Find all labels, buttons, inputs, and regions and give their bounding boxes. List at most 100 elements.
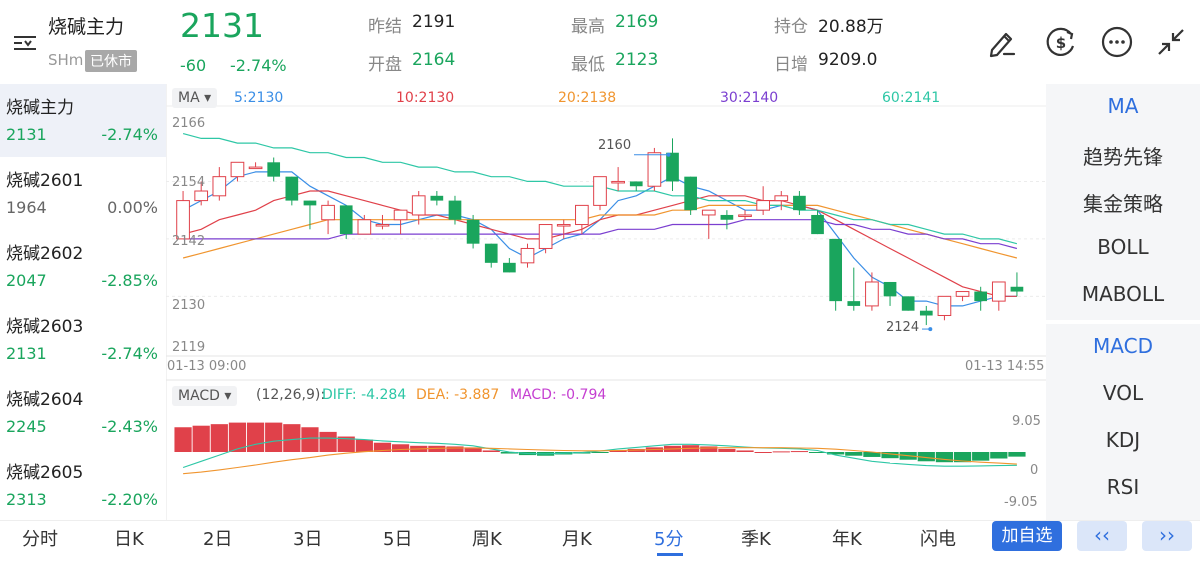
indicator-kdj[interactable]: KDJ bbox=[1105, 428, 1141, 452]
list-item[interactable]: 烧碱2604 2245 -2.43% bbox=[0, 376, 166, 449]
next-button[interactable]: ›› bbox=[1142, 521, 1192, 551]
candle-body bbox=[357, 219, 372, 235]
x-start-label: 01-13 09:00 bbox=[167, 359, 247, 374]
candle-body bbox=[756, 200, 770, 211]
list-item-name: 烧碱2601 bbox=[6, 171, 84, 191]
open-interest-value: 20.88万 bbox=[818, 17, 884, 37]
candle-body bbox=[720, 214, 734, 220]
prev-close-value: 2191 bbox=[412, 12, 456, 32]
candle-body bbox=[375, 224, 390, 227]
indicator-macd[interactable]: MACD bbox=[1093, 334, 1153, 358]
tab-5min[interactable]: 5分 bbox=[654, 529, 684, 550]
collapse-icon[interactable] bbox=[1153, 24, 1189, 60]
add-watchlist-button[interactable]: 加自选 bbox=[992, 521, 1062, 551]
macd-bar bbox=[754, 452, 772, 453]
macd-indicator-selector[interactable]: MACD ▾ bbox=[172, 386, 238, 406]
macd-bar bbox=[953, 452, 972, 463]
currency-icon[interactable]: $ bbox=[1043, 24, 1079, 60]
candle-body bbox=[411, 195, 426, 216]
candle-body bbox=[321, 204, 335, 221]
indicator-vol[interactable]: VOL bbox=[1102, 381, 1144, 405]
macd-bar bbox=[500, 452, 518, 454]
macd-bar bbox=[265, 422, 283, 452]
list-item[interactable]: 烧碱2603 2131 -2.74% bbox=[0, 303, 166, 376]
macd-bar bbox=[881, 452, 899, 459]
low-marker-dot bbox=[928, 327, 933, 332]
indicator-boll[interactable]: BOLL bbox=[1097, 235, 1149, 259]
candle-body bbox=[629, 181, 643, 187]
list-item[interactable]: 烧碱2605 2313 -2.20% bbox=[0, 449, 166, 522]
ma10-label: 10:2130 bbox=[396, 90, 455, 106]
draw-icon[interactable] bbox=[984, 24, 1020, 60]
macd-bar bbox=[355, 439, 373, 452]
candle-body bbox=[538, 224, 553, 249]
indicator-strategy[interactable]: 集金策略 bbox=[1083, 192, 1163, 216]
macd-bar bbox=[591, 452, 609, 453]
y-tick-label: 2119 bbox=[172, 340, 206, 355]
list-item-pct: -2.85% bbox=[101, 271, 158, 290]
macd-bar bbox=[319, 431, 337, 452]
price-change: -60 bbox=[180, 56, 207, 75]
candle-body bbox=[1010, 286, 1024, 292]
candle-body bbox=[593, 176, 607, 206]
list-item[interactable]: 烧碱2601 1964 0.00% bbox=[0, 157, 166, 230]
macd-bar bbox=[609, 450, 627, 452]
dea-line bbox=[183, 447, 1017, 475]
tab-intraday[interactable]: 分时 bbox=[22, 529, 58, 550]
menu-icon[interactable] bbox=[12, 30, 38, 56]
candle-body bbox=[738, 214, 752, 217]
list-item[interactable]: 烧碱主力 2131 -2.74% bbox=[0, 84, 166, 157]
ma30-label: 30:2140 bbox=[720, 90, 779, 106]
candle-body bbox=[647, 152, 662, 187]
candle-body bbox=[991, 281, 1006, 302]
tab-monthly[interactable]: 月K bbox=[562, 529, 592, 550]
candle-body bbox=[937, 295, 952, 316]
indicator-panel: MA 趋势先锋 集金策略 BOLL MABOLL MACD VOL KDJ RS… bbox=[1046, 84, 1200, 520]
prev-button[interactable]: ‹‹ bbox=[1077, 521, 1127, 551]
ma-indicator-selector[interactable]: MA ▾ bbox=[172, 88, 218, 108]
more-icon[interactable] bbox=[1099, 24, 1135, 60]
candle-body bbox=[248, 166, 263, 170]
list-item-pct: 0.00% bbox=[107, 198, 158, 217]
kline-chart[interactable] bbox=[166, 84, 1046, 520]
candle-body bbox=[974, 291, 988, 302]
active-tab-indicator bbox=[657, 553, 683, 556]
candle-body bbox=[267, 162, 281, 177]
macd-bar bbox=[210, 424, 228, 452]
list-item[interactable]: 烧碱2602 2047 -2.85% bbox=[0, 230, 166, 303]
indicator-ma[interactable]: MA bbox=[1107, 94, 1139, 118]
indicator-trend[interactable]: 趋势先锋 bbox=[1083, 145, 1163, 169]
svg-text:$: $ bbox=[1056, 34, 1066, 52]
market-status-badge: 已休市 bbox=[85, 50, 137, 72]
y-tick-label: 2130 bbox=[172, 298, 206, 313]
indicator-rsi[interactable]: RSI bbox=[1106, 475, 1140, 499]
tab-daily[interactable]: 日K bbox=[114, 529, 144, 550]
prev-close-label: 昨结 bbox=[368, 17, 402, 37]
indicator-divider bbox=[1046, 320, 1200, 324]
contract-list: 烧碱主力 2131 -2.74% 烧碱2601 1964 0.00% 烧碱260… bbox=[0, 84, 166, 520]
tab-yearly[interactable]: 年K bbox=[832, 529, 862, 550]
tab-2day[interactable]: 2日 bbox=[203, 529, 233, 550]
macd-params: (12,26,9): bbox=[256, 387, 326, 403]
tab-weekly[interactable]: 周K bbox=[472, 529, 502, 550]
candle-body bbox=[883, 281, 897, 297]
tab-5day[interactable]: 5日 bbox=[383, 529, 413, 550]
candle-body bbox=[919, 310, 933, 316]
high-label: 最高 bbox=[571, 17, 605, 37]
y-tick-label: 2166 bbox=[172, 116, 206, 131]
tab-quarterly[interactable]: 季K bbox=[741, 529, 771, 550]
indicator-maboll[interactable]: MABOLL bbox=[1081, 282, 1165, 306]
ma60-label: 60:2141 bbox=[882, 90, 941, 106]
ma30-line bbox=[183, 219, 1018, 250]
candle-body bbox=[448, 200, 462, 220]
tab-flash[interactable]: 闪电 bbox=[920, 529, 956, 550]
list-item-pct: -2.74% bbox=[101, 344, 158, 363]
y-tick-label: 2142 bbox=[172, 234, 206, 249]
candle-body bbox=[684, 176, 697, 211]
candle-body bbox=[176, 200, 190, 240]
candle-body bbox=[611, 180, 625, 184]
tab-3day[interactable]: 3日 bbox=[293, 529, 323, 550]
list-item-price: 2245 bbox=[6, 417, 47, 436]
oi-change-label: 日增 bbox=[774, 55, 808, 75]
macd-bar bbox=[935, 452, 954, 463]
